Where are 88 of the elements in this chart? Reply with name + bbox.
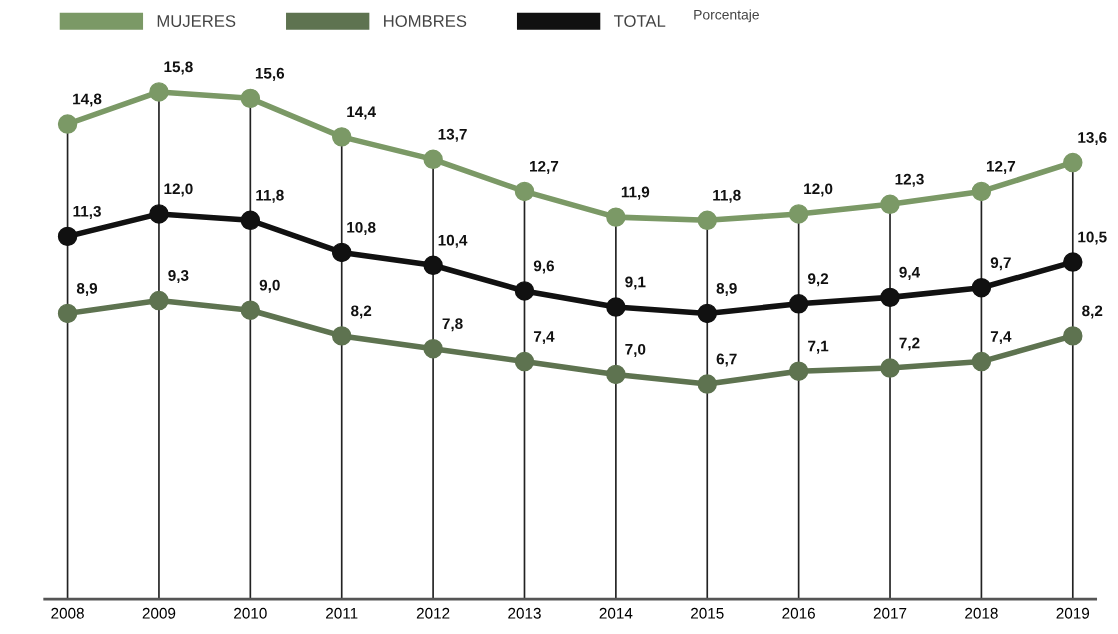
point [240, 210, 261, 231]
x-tick-label: 2016 [782, 607, 815, 619]
data-label: 9,4 [899, 266, 921, 280]
point [880, 358, 900, 378]
point [606, 207, 626, 227]
point [57, 114, 78, 134]
data-label: 8,2 [1082, 305, 1103, 319]
point [971, 181, 992, 202]
data-label: 8,9 [76, 282, 98, 296]
data-label: 10,5 [1078, 231, 1107, 245]
point [697, 303, 717, 324]
point [788, 294, 809, 314]
point [514, 351, 535, 372]
legend-label: MUJERES [157, 15, 236, 27]
point [788, 361, 809, 381]
point [57, 303, 78, 324]
x-tick-label: 2011 [326, 607, 358, 619]
data-label: 9,7 [990, 257, 1011, 271]
x-tick-label: 2012 [416, 607, 450, 619]
point [697, 374, 717, 394]
data-label: 7,2 [899, 337, 920, 351]
point [149, 82, 169, 102]
data-label: 6,7 [716, 353, 737, 367]
data-label: 7,1 [808, 340, 829, 354]
point [1063, 252, 1083, 272]
data-label: 14,4 [347, 106, 376, 120]
point [697, 210, 717, 231]
point [971, 278, 992, 298]
legend-label: HOMBRES [384, 15, 467, 27]
data-label: 9,0 [259, 279, 280, 293]
data-label: 13,7 [438, 128, 467, 142]
data-label: 14,8 [73, 93, 102, 107]
x-tick-label: 2018 [965, 607, 998, 619]
data-label: 12,0 [804, 183, 833, 197]
data-label: 12,7 [986, 160, 1016, 174]
point [606, 364, 626, 385]
data-label: 15,8 [164, 61, 193, 75]
point [1063, 326, 1083, 346]
point [423, 255, 443, 275]
data-label: 11,9 [621, 186, 650, 200]
point [880, 194, 900, 215]
point [514, 281, 535, 301]
data-label: 10,8 [347, 221, 376, 235]
data-label: 11,3 [73, 205, 101, 219]
data-label: 11,8 [713, 189, 741, 203]
x-tick-label: 2013 [508, 607, 541, 619]
data-label: 7,8 [442, 318, 463, 332]
point [606, 297, 626, 317]
data-label: 10,4 [438, 234, 468, 248]
data-label: 8,2 [351, 305, 372, 319]
data-label: 9,3 [168, 270, 189, 284]
point [331, 326, 352, 346]
data-label: 8,9 [716, 282, 737, 296]
data-label: 9,2 [808, 273, 829, 287]
x-tick-label: 2010 [234, 607, 267, 619]
data-label: 12,0 [164, 183, 193, 197]
x-tick-label: 2014 [599, 607, 633, 619]
x-tick-label: 2017 [873, 607, 907, 619]
point [240, 88, 261, 109]
data-label: 15,6 [255, 67, 285, 81]
point [880, 287, 900, 308]
data-label: 9,6 [533, 260, 554, 274]
point [423, 339, 443, 359]
x-tick-label: 2015 [691, 607, 724, 619]
point [423, 149, 443, 170]
point [1063, 152, 1083, 173]
x-tick-label: 2019 [1056, 607, 1090, 619]
point [331, 242, 352, 263]
point [149, 204, 169, 224]
point [788, 204, 809, 224]
point [57, 226, 78, 247]
data-label: 12,7 [530, 160, 559, 174]
data-label: 9,1 [625, 276, 646, 290]
data-label: 11,8 [256, 189, 284, 203]
point [971, 351, 992, 372]
legend-label: TOTAL [614, 15, 666, 27]
point [149, 290, 169, 311]
point [331, 127, 352, 147]
data-label: 7,4 [990, 331, 1012, 345]
data-label: 13,6 [1078, 132, 1107, 146]
data-label: 7,0 [625, 343, 646, 357]
point [514, 181, 535, 202]
data-label: 12,3 [895, 173, 924, 187]
x-tick-label: 2009 [142, 607, 176, 619]
chart-subtitle: Porcentaje [694, 9, 759, 23]
point [240, 300, 261, 320]
x-tick-label: 2008 [51, 607, 84, 619]
data-label: 7,4 [533, 331, 555, 345]
